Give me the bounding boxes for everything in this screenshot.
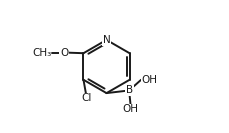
Text: CH₃: CH₃ xyxy=(32,47,52,58)
Text: N: N xyxy=(103,35,110,45)
Text: B: B xyxy=(125,85,133,95)
Text: O: O xyxy=(60,47,68,58)
Text: OH: OH xyxy=(123,104,139,114)
Text: OH: OH xyxy=(142,75,158,85)
Text: Cl: Cl xyxy=(82,93,92,103)
